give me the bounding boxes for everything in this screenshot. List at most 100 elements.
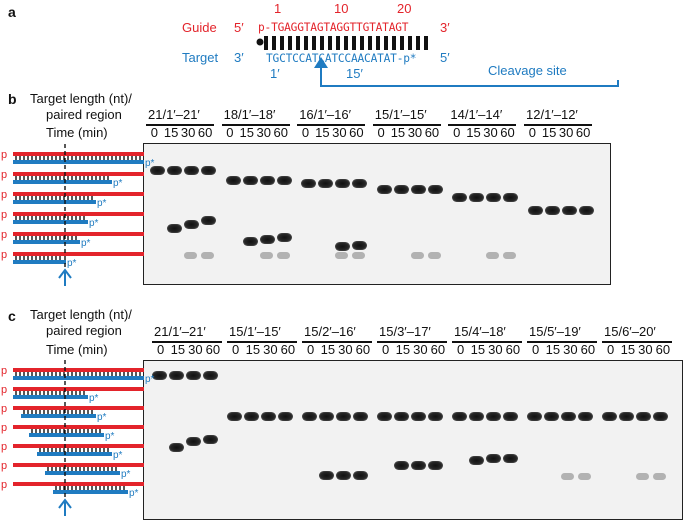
time-point-label: 60 (580, 342, 596, 357)
base-pair-hash (272, 36, 276, 50)
guide-phosphate-label: p (1, 169, 7, 181)
target-position-15: 15′ (346, 66, 363, 81)
base-pair-hash (400, 36, 404, 50)
time-point-label: 15 (470, 342, 486, 357)
guide-end-dot (256, 38, 264, 46)
time-point-label: 30 (638, 342, 653, 357)
panel-b-gel-image (143, 143, 611, 285)
guide-position-1: 1 (274, 1, 282, 16)
time-point-label: 60 (500, 125, 515, 140)
target-position-1: 1′ (270, 66, 280, 81)
time-point-label: 15 (163, 125, 179, 140)
guide-phosphate-label: p (1, 149, 7, 161)
gel-band (503, 193, 519, 202)
base-pair-hash (296, 36, 300, 50)
target-phosphate-label: p* (113, 178, 123, 189)
lane-group-label: 15/6′–20′ (604, 324, 656, 339)
gel-band (653, 473, 666, 480)
time-point-label: 30 (180, 125, 196, 140)
guide-phosphate-label: p (1, 441, 7, 453)
base-pair-hash (320, 36, 324, 50)
panel-c-time-label: Time (min) (46, 342, 108, 357)
time-point-label: 15 (541, 125, 557, 140)
gel-band (259, 235, 275, 244)
gel-band (302, 412, 317, 421)
gel-band (452, 412, 467, 421)
gel-band (167, 166, 182, 175)
gel-band (469, 412, 484, 421)
panel-b-time-label: Time (min) (46, 125, 108, 140)
gel-band (428, 461, 443, 470)
gel-band (169, 371, 184, 380)
gel-band (377, 412, 392, 421)
lane-group-label: 18/1′–18′ (223, 107, 276, 122)
target-5prime: 5′ (440, 50, 450, 65)
time-point-label: 60 (273, 125, 288, 140)
lane-group-underline (527, 341, 597, 343)
guide-phosphate-label: p (1, 209, 7, 221)
panel-b-duplex-schematics: p p* p p* p p* p p* p p* p p* (1, 144, 155, 286)
time-point-label: 60 (205, 342, 221, 357)
gel-band (301, 179, 317, 188)
gel-band (376, 185, 392, 194)
base-pair-hashes (264, 36, 434, 52)
guide-5prime: 5′ (234, 20, 244, 35)
panel-b-letter: b (8, 91, 17, 107)
guide-phosphate-label: p (1, 249, 7, 261)
target-phosphate-label: p* (145, 158, 155, 169)
time-point-label: 0 (531, 342, 540, 357)
target-label: Target (182, 50, 219, 65)
base-pair-hash (416, 36, 420, 50)
target-phosphate-label: p* (89, 218, 99, 229)
time-point-label: 30 (263, 342, 278, 357)
base-pair-hash (384, 36, 388, 50)
gel-band (244, 412, 259, 421)
gel-band (544, 412, 559, 421)
gel-band (636, 473, 649, 480)
cleavage-site-label: Cleavage site (488, 63, 567, 78)
panel-c-row-label-1: Target length (nt)/ (30, 307, 132, 322)
base-pair-hash (280, 36, 284, 50)
gel-band (242, 176, 258, 185)
gel-band (186, 437, 201, 446)
panel-c-gel-image (143, 360, 683, 520)
base-pair-hash (336, 36, 340, 50)
gel-band (203, 435, 218, 444)
base-pair-hash (392, 36, 396, 50)
time-point-label: 60 (197, 125, 213, 140)
gel-band (184, 220, 199, 229)
gel-band (152, 371, 167, 380)
lane-group-label: 15/1′–15′ (374, 107, 427, 122)
gel-band (561, 412, 576, 421)
gel-band (242, 237, 258, 246)
gel-band (336, 471, 351, 480)
time-point-label: 0 (226, 125, 234, 140)
time-point-label: 0 (377, 125, 385, 140)
gel-band (319, 412, 334, 421)
gel-band (486, 412, 501, 421)
time-point-label: 0 (156, 342, 165, 357)
gel-band (653, 412, 668, 421)
time-point-label: 15 (390, 125, 406, 140)
time-point-label: 15 (620, 342, 636, 357)
gel-band (469, 456, 484, 465)
gel-band (259, 176, 275, 185)
gel-band (276, 176, 292, 185)
base-pair-hash (304, 36, 308, 50)
time-point-label: 15 (239, 125, 254, 140)
gel-band (486, 252, 500, 259)
lane-group-label: 12/1′–12′ (526, 107, 578, 122)
lane-group-underline (602, 341, 672, 343)
gel-band (428, 412, 443, 421)
target-phosphate-label: p* (129, 488, 139, 499)
gel-band (225, 176, 241, 185)
guide-label: Guide (182, 20, 217, 35)
target-phosphate-label: p* (113, 450, 123, 461)
guide-phosphate-label: p (1, 460, 7, 472)
time-point-label: 30 (256, 125, 271, 140)
lane-group-underline (372, 124, 441, 126)
gel-band (393, 185, 409, 194)
gel-band (335, 252, 349, 259)
lane-group-label: 21/1′–21′ (154, 324, 206, 339)
target-phosphate-label: p* (89, 393, 99, 404)
